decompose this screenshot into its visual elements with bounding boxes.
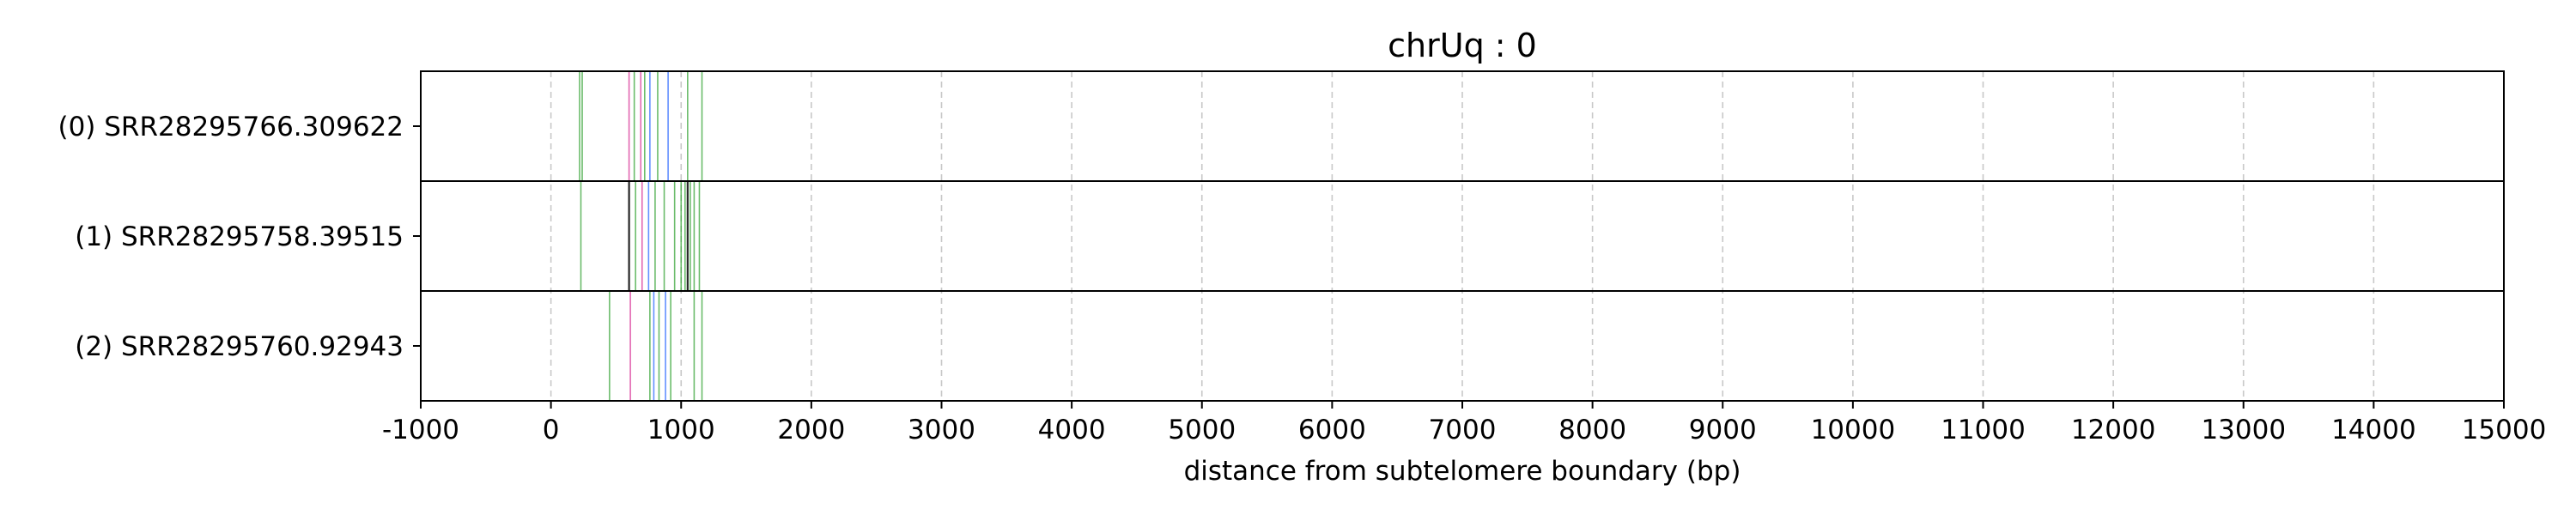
x-tick-label: 8000 — [1558, 415, 1626, 445]
x-tick-label: -1000 — [382, 415, 459, 445]
row-label: (2) SRR28295760.92943 — [75, 331, 404, 362]
x-tick-label: 13000 — [2201, 415, 2286, 445]
chart-title: chrUq : 0 — [1388, 27, 1537, 64]
x-tick-label: 9000 — [1689, 415, 1757, 445]
x-tick-label: 7000 — [1429, 415, 1497, 445]
x-tick-label: 14000 — [2331, 415, 2416, 445]
x-tick-label: 0 — [543, 415, 560, 445]
data-marks — [579, 71, 703, 401]
x-tick-label: 5000 — [1168, 415, 1236, 445]
x-axis-ticks: -1000 0 1000 2000 3000 4000 5000 6000 7000 8000 90… — [382, 401, 2546, 445]
x-axis-label: distance from subtelomere boundary (bp) — [1184, 456, 1741, 487]
grid-lines — [550, 71, 2375, 401]
x-tick-label: 6000 — [1298, 415, 1366, 445]
x-tick-label: 11000 — [1941, 415, 2026, 445]
x-tick-label: 4000 — [1038, 415, 1106, 445]
x-tick-label: 10000 — [1811, 415, 1896, 445]
x-tick-label: 12000 — [2071, 415, 2156, 445]
x-tick-label: 1000 — [647, 415, 715, 445]
x-tick-label: 15000 — [2462, 415, 2547, 445]
x-tick-label: 3000 — [908, 415, 975, 445]
row-label: (1) SRR28295758.39515 — [75, 221, 404, 252]
row-labels: (0) SRR28295766.309622 (1) SRR28295758.39… — [58, 112, 421, 362]
x-tick-label: 2000 — [777, 415, 845, 445]
row-label: (0) SRR28295766.309622 — [58, 112, 404, 142]
